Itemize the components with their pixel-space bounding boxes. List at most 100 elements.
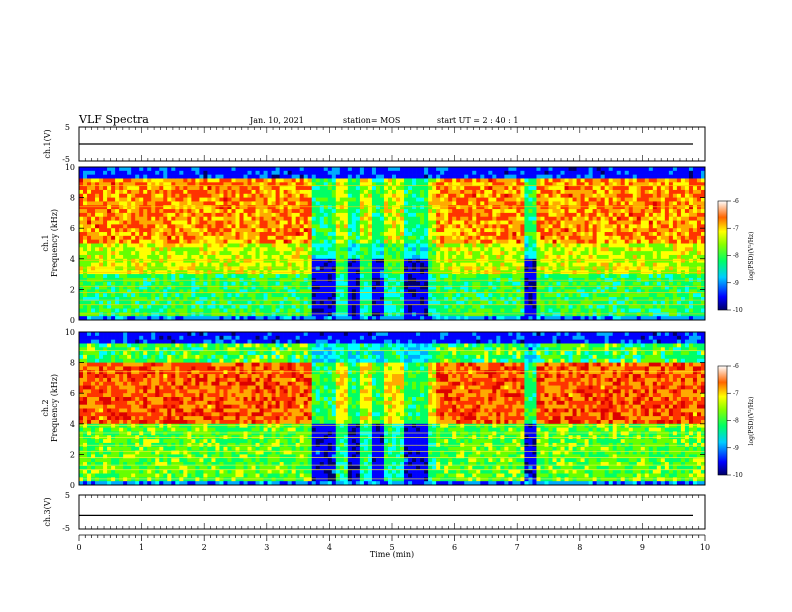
- spectrum-cell: [175, 274, 180, 279]
- spectrum-cell: [323, 304, 329, 309]
- spectrum-cell: [95, 178, 100, 183]
- spectrum-cell: [167, 224, 172, 229]
- spectrum-cell: [127, 167, 132, 172]
- spectrum-cell: [83, 281, 88, 286]
- spectrum-cell: [440, 189, 445, 195]
- spectrum-cell: [163, 262, 168, 267]
- spectrum-cell: [484, 297, 489, 302]
- spectrum-cell: [271, 216, 276, 221]
- spectrum-cell: [416, 182, 421, 187]
- spectrum-cell: [167, 304, 172, 309]
- spectrum-cell: [283, 258, 288, 263]
- spectrum-cell: [420, 224, 425, 229]
- spectrum-cell: [115, 216, 120, 221]
- spectrum-cell: [448, 285, 453, 290]
- spectrum-cell: [379, 262, 385, 267]
- spectrum-cell: [428, 293, 433, 298]
- spectrum-cell: [339, 312, 345, 317]
- spectrum-cell: [307, 228, 313, 233]
- spectrum-cell: [259, 289, 264, 294]
- spectrum-cell: [552, 293, 557, 298]
- spectrum-cell: [87, 316, 92, 321]
- spectrum-cell: [187, 308, 192, 313]
- spectrum-cell: [155, 212, 160, 218]
- spectrum-cell: [472, 308, 477, 313]
- spectrum-cell: [428, 186, 433, 191]
- spectrum-cell: [347, 274, 353, 279]
- spectrum-cell: [107, 293, 112, 298]
- spectrum-cell: [295, 243, 300, 248]
- spectrum-cell: [367, 304, 373, 309]
- spectrum-cell: [484, 212, 489, 218]
- station-label: station= MOS: [343, 116, 400, 125]
- spectrum-cell: [363, 170, 369, 175]
- spectrum-cell: [476, 193, 481, 198]
- spectrum-cell: [528, 262, 533, 267]
- spectrum-cell: [107, 178, 112, 183]
- spectrum-cell: [363, 308, 369, 313]
- spectrum-cell: [536, 235, 541, 240]
- spectrum-cell: [283, 247, 288, 252]
- spectrum-cell: [271, 304, 276, 309]
- spectrum-cell: [83, 316, 88, 321]
- spectrum-cell: [307, 182, 313, 187]
- spectrum-cell: [259, 167, 264, 172]
- spectrum-cell: [131, 224, 136, 229]
- spectrum-cell: [287, 316, 292, 321]
- spectrum-cell: [139, 212, 144, 218]
- spectrum-cell: [179, 297, 184, 302]
- spectrum-cell: [79, 262, 84, 267]
- spectrum-cell: [504, 316, 509, 321]
- spectrum-cell: [408, 193, 413, 198]
- spectrum-cell: [187, 293, 192, 298]
- spectrum-cell: [127, 197, 132, 202]
- spectrum-cell: [311, 189, 317, 195]
- spectrum-cell: [544, 216, 549, 221]
- spectrum-cell: [243, 209, 248, 214]
- spectrum-cell: [347, 220, 353, 225]
- spectrum-cell: [392, 205, 397, 210]
- spectrum-cell: [151, 289, 156, 294]
- spectrum-cell: [460, 193, 465, 198]
- spectrum-cell: [387, 228, 393, 233]
- spectrum-cell: [119, 189, 124, 195]
- spectrum-cell: [95, 224, 100, 229]
- spectrum-cell: [131, 174, 136, 179]
- spectrum-cell: [307, 167, 313, 172]
- spectrum-cell: [103, 304, 108, 309]
- spectrum-cell: [159, 316, 164, 321]
- spectrum-cell: [319, 312, 325, 317]
- spectrum-cell: [155, 247, 160, 252]
- spectrum-cell: [424, 304, 429, 309]
- spectrum-cell: [207, 297, 212, 302]
- spectrum-cell: [99, 220, 104, 225]
- spectrum-cell: [363, 293, 369, 298]
- spectrum-cell: [243, 304, 248, 309]
- spectrum-cell: [303, 274, 309, 279]
- spectrum-cell: [432, 289, 437, 294]
- spectrum-cell: [528, 170, 533, 175]
- spectrum-cell: [235, 167, 240, 172]
- spectrum-cell: [175, 232, 180, 237]
- spectrum-cell: [295, 239, 300, 244]
- spectrum-cell: [355, 258, 361, 263]
- spectrum-cell: [500, 297, 505, 302]
- spectrum-cell: [552, 212, 557, 218]
- spectrum-cell: [524, 297, 529, 302]
- spectrum-cell: [424, 174, 429, 179]
- spectrum-cell: [127, 266, 132, 271]
- spectrum-cell: [500, 197, 505, 202]
- spectrum-cell: [327, 262, 333, 267]
- spectrum-cell: [416, 239, 421, 244]
- spectrum-cell: [287, 293, 292, 298]
- spectrum-cell: [363, 304, 369, 309]
- spectrum-cell: [131, 304, 136, 309]
- spectrum-cell: [536, 289, 541, 294]
- spectrum-cell: [191, 281, 196, 286]
- spectrum-cell: [303, 174, 309, 179]
- spectrum-cell: [436, 235, 441, 240]
- spectrum-cell: [556, 254, 561, 260]
- spectrum-cell: [524, 197, 529, 202]
- spectrum-cell: [187, 251, 192, 256]
- spectrum-cell: [199, 274, 204, 279]
